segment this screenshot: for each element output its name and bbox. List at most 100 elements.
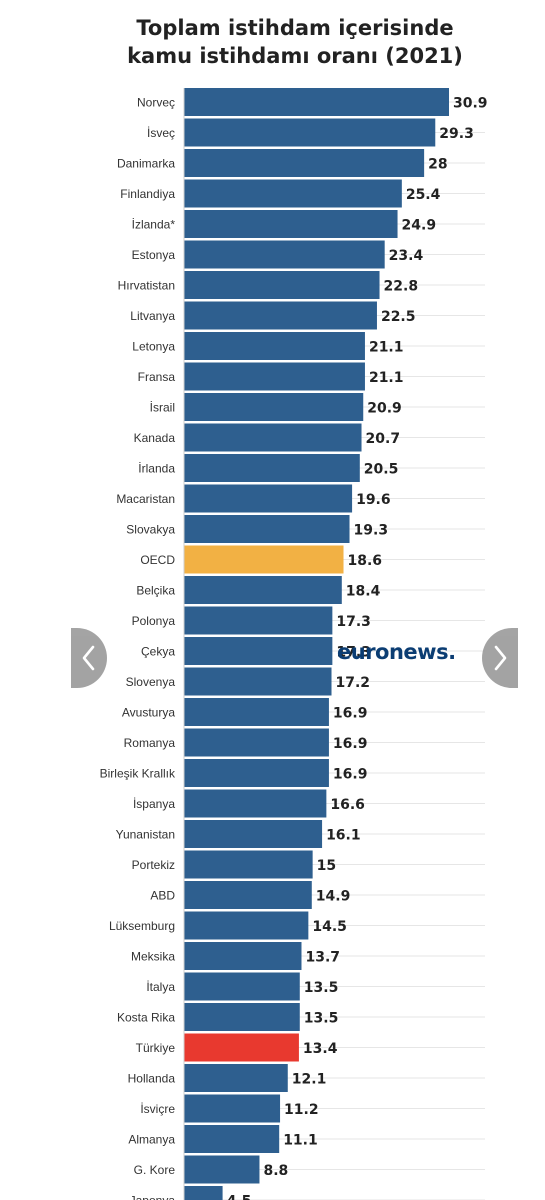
left-margin [0, 0, 60, 1200]
value-label: 17.3 [336, 645, 371, 661]
value-label: 13.4 [303, 1041, 338, 1057]
bar [184, 301, 377, 330]
bar [184, 1003, 300, 1031]
watermark-text: euronews [337, 640, 449, 664]
category-label: Lüksemburg [109, 919, 175, 933]
bar [184, 820, 323, 848]
category-label: İsveç [147, 126, 175, 140]
value-label: 16.9 [333, 736, 368, 752]
value-label: 17.2 [336, 675, 371, 691]
category-label: İrlanda [138, 462, 175, 476]
category-label: Polonya [132, 614, 176, 628]
value-label: 30.9 [453, 96, 488, 112]
category-label: Macaristan [116, 492, 175, 506]
chart-title-line-2: kamu istihdamı oranı (2021) [127, 44, 463, 68]
category-label: Almanya [128, 1133, 175, 1147]
category-label: İzlanda* [132, 218, 176, 232]
category-label: Birleşik Krallık [100, 767, 176, 781]
bar [184, 545, 344, 574]
value-label: 13.7 [305, 950, 340, 966]
bar [184, 393, 364, 421]
value-label: 29.3 [439, 126, 474, 142]
bar [184, 759, 329, 787]
value-label: 16.9 [333, 706, 368, 722]
category-label: Finlandiya [120, 187, 175, 201]
category-label: İsrail [150, 401, 175, 415]
value-label: 28 [428, 157, 447, 173]
value-label: 22.8 [384, 279, 419, 295]
category-label: Japonya [130, 1194, 176, 1200]
value-label: 4.5 [227, 1194, 252, 1200]
value-label: 11.2 [284, 1102, 319, 1118]
value-label: 20.9 [367, 401, 402, 417]
category-label: Portekiz [132, 858, 175, 872]
bar [184, 698, 329, 726]
value-label: 18.4 [346, 584, 381, 600]
category-label: Yunanistan [116, 828, 175, 842]
bar [184, 911, 309, 940]
bar [184, 179, 402, 208]
category-label: Slovakya [126, 523, 175, 537]
bar [184, 576, 342, 604]
bar [184, 484, 353, 513]
category-label: Norveç [137, 96, 175, 110]
category-label: ABD [150, 889, 175, 903]
value-label: 25.4 [406, 187, 441, 203]
bar [184, 850, 313, 879]
category-label: Estonya [132, 248, 176, 262]
bar [184, 118, 436, 147]
bar [184, 271, 380, 299]
value-label: 19.3 [354, 523, 389, 539]
category-label: OECD [140, 553, 175, 567]
category-label: Kosta Rika [117, 1011, 175, 1025]
value-label: 21.1 [369, 370, 404, 386]
bar [184, 1064, 288, 1092]
bar [184, 362, 365, 391]
bar [184, 423, 362, 452]
bar [184, 1155, 260, 1184]
bar [184, 728, 329, 757]
bar [184, 332, 365, 360]
value-label: 24.9 [402, 218, 437, 234]
category-label: Romanya [124, 736, 176, 750]
value-label: 11.1 [283, 1133, 318, 1149]
bar [184, 1033, 299, 1062]
bar [184, 972, 300, 1001]
value-label: 13.5 [304, 980, 339, 996]
category-label: İtalya [146, 980, 175, 994]
chart-title: Toplam istihdam içerisinde kamu istihdam… [0, 14, 545, 70]
bar [184, 789, 327, 818]
value-label: 21.1 [369, 340, 404, 356]
category-label: Hollanda [128, 1072, 176, 1086]
value-label: 15 [317, 858, 336, 874]
value-label: 16.1 [326, 828, 361, 844]
bar [184, 210, 398, 238]
chevron-right-icon [494, 645, 507, 671]
category-label: Litvanya [130, 309, 175, 323]
category-label: İspanya [133, 797, 175, 811]
value-label: 14.9 [316, 889, 351, 905]
bar [184, 88, 449, 116]
bar [184, 667, 332, 696]
category-label: Türkiye [136, 1041, 176, 1055]
value-label: 16.9 [333, 767, 368, 783]
category-label: Danimarka [117, 157, 175, 171]
chart-title-line-1: Toplam istihdam içerisinde [136, 16, 454, 40]
category-label: Belçika [136, 584, 175, 598]
bar [184, 1125, 280, 1153]
value-label: 8.8 [263, 1163, 288, 1179]
bar [184, 515, 350, 543]
category-label: Kanada [134, 431, 176, 445]
value-label: 19.6 [356, 492, 391, 508]
value-label: 20.5 [364, 462, 399, 478]
category-label: G. Kore [134, 1163, 176, 1177]
category-label: Çekya [141, 645, 175, 659]
category-label: Fransa [138, 370, 176, 384]
category-label: Meksika [131, 950, 175, 964]
bar [184, 240, 385, 269]
value-label: 17.3 [336, 614, 371, 630]
value-label: 13.5 [304, 1011, 339, 1027]
bar [184, 942, 302, 970]
value-label: 14.5 [312, 919, 347, 935]
